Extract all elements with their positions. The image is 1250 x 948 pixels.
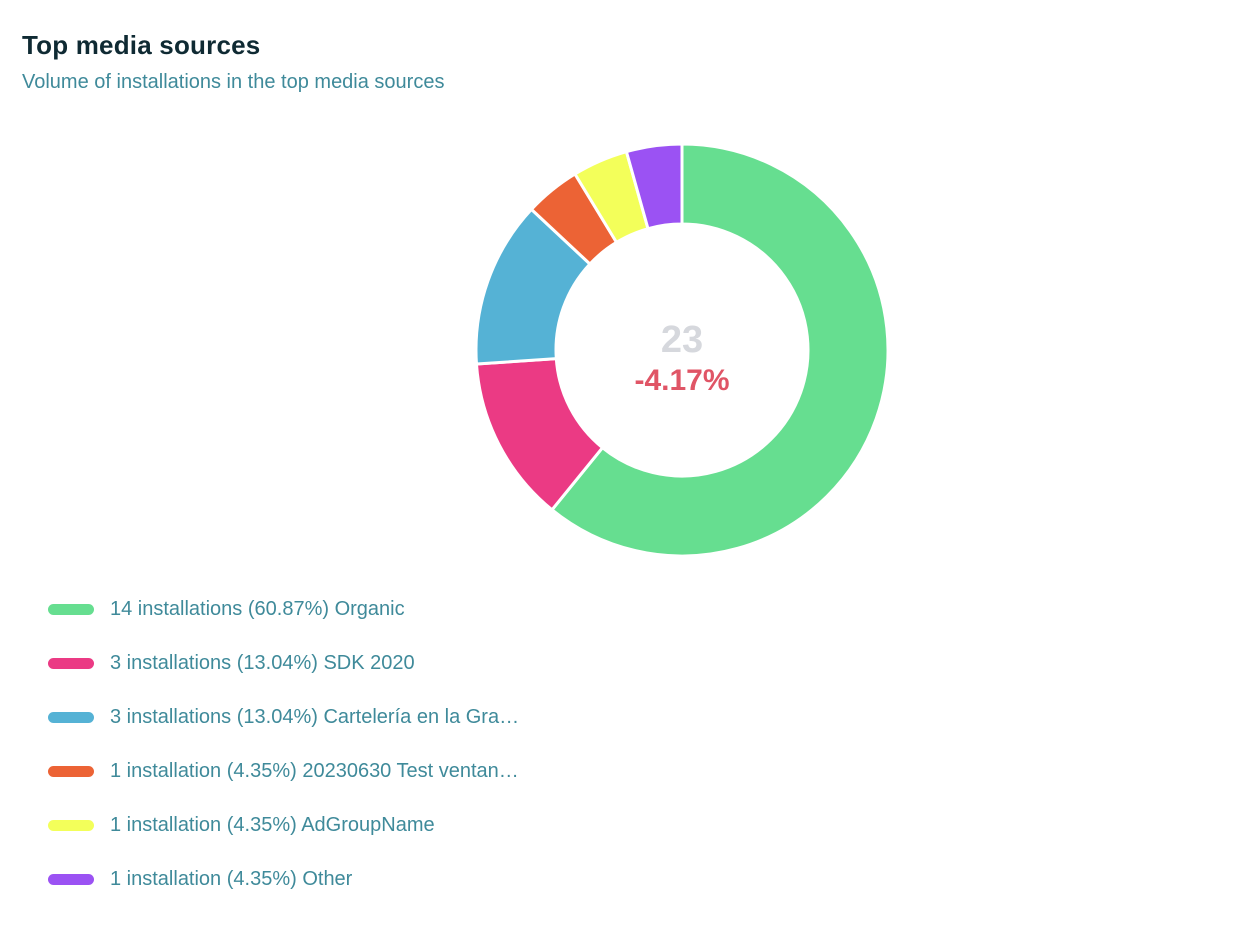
legend-label: 3 installations (13.04%) Cartelería en l… [110, 705, 520, 728]
legend-item[interactable]: 3 installations (13.04%) Cartelería en l… [48, 690, 668, 744]
legend-swatch [48, 657, 94, 669]
legend-swatch [48, 603, 94, 615]
legend-item[interactable]: 1 installation (4.35%) 20230630 Test ven… [48, 744, 668, 798]
legend-label: 1 installation (4.35%) AdGroupName [110, 813, 435, 836]
legend-swatch [48, 873, 94, 885]
legend-label: 3 installations (13.04%) SDK 2020 [110, 651, 415, 674]
chart-legend: 14 installations (60.87%) Organic 3 insta… [48, 582, 668, 906]
legend-item[interactable]: 14 installations (60.87%) Organic [48, 582, 668, 636]
donut-slices [474, 142, 890, 558]
center-change-percent: -4.17% [634, 364, 729, 397]
legend-item[interactable]: 1 installation (4.35%) Other [48, 852, 668, 906]
card-subtitle: Volume of installations in the top media… [22, 71, 445, 93]
legend-swatch [48, 819, 94, 831]
donut-slice[interactable] [550, 142, 890, 558]
legend-label: 1 installation (4.35%) Other [110, 867, 353, 890]
legend-swatch [48, 711, 94, 723]
legend-item[interactable]: 3 installations (13.04%) SDK 2020 [48, 636, 668, 690]
card-title: Top media sources [22, 30, 261, 60]
legend-swatch [48, 765, 94, 777]
donut-chart: 23 -4.17% [474, 142, 890, 558]
donut-slice[interactable] [624, 142, 684, 231]
legend-item[interactable]: 1 installation (4.35%) AdGroupName [48, 798, 668, 852]
legend-label: 1 installation (4.35%) 20230630 Test ven… [110, 759, 519, 782]
legend-label: 14 installations (60.87%) Organic [110, 597, 405, 620]
center-total-value: 23 [661, 319, 703, 361]
